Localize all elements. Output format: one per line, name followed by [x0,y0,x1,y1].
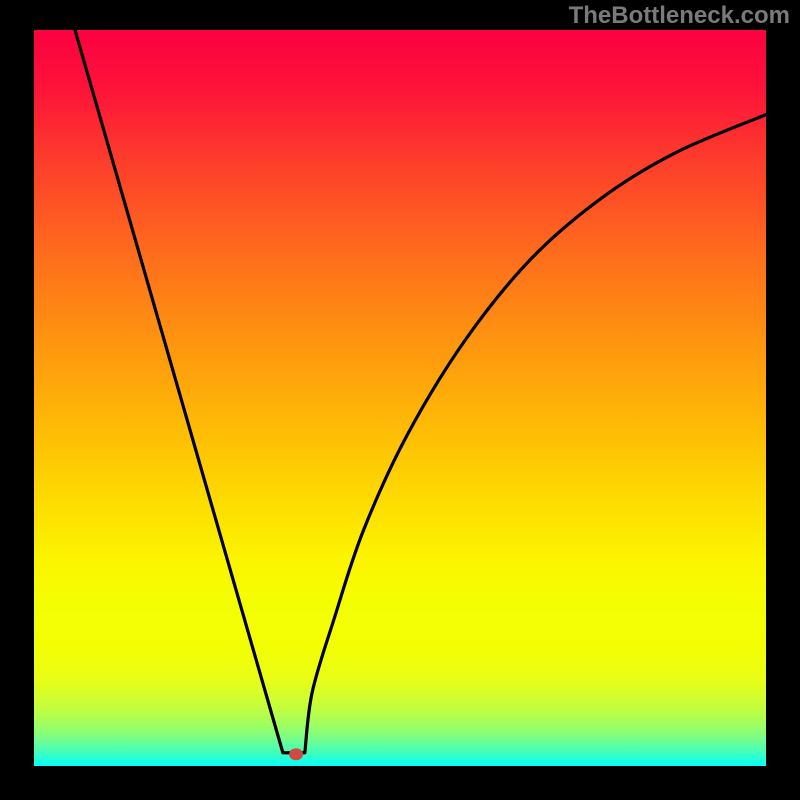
watermark-text: TheBottleneck.com [569,2,790,30]
bottleneck-chart [0,0,800,800]
optimum-marker [289,748,303,760]
plot-area [34,30,766,766]
